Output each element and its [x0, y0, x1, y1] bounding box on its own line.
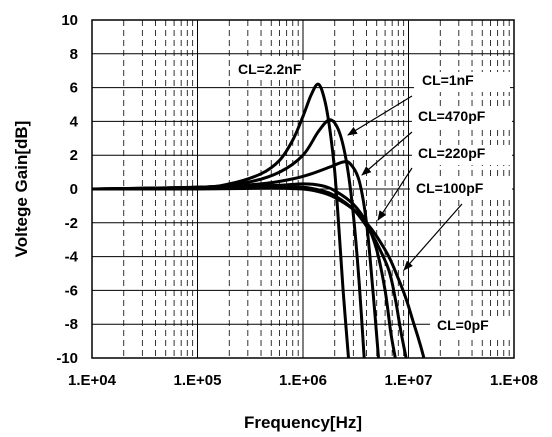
y-tick-label: 10 [61, 12, 78, 29]
x-tick-label: 1.E+07 [385, 372, 433, 389]
x-tick-label: 1.E+08 [490, 372, 538, 389]
y-tick-label: 6 [70, 80, 78, 97]
leader-arrow [403, 203, 463, 271]
x-axis-title: Frequency[Hz] [244, 413, 362, 432]
series-line-cl-0pf [92, 186, 426, 358]
series-label-cl-2-2nf: CL=2.2nF [238, 61, 302, 77]
label-background [410, 180, 512, 200]
label-background [412, 145, 512, 165]
series-label-cl-220pf: CL=220pF [418, 145, 486, 161]
y-tick-label: 0 [70, 181, 78, 198]
y-tick-label: 4 [70, 113, 79, 130]
y-tick-label: -4 [65, 249, 79, 266]
x-tick-label: 1.E+06 [279, 372, 327, 389]
leader-arrow [347, 95, 413, 136]
y-tick-label: -10 [56, 350, 78, 367]
label-background [414, 72, 510, 92]
x-tick-label: 1.E+04 [68, 372, 117, 389]
label-background [234, 60, 334, 80]
y-axis-title: Voltege Gain[dB] [12, 121, 31, 258]
annotations: CL=2.2nF CL=1nF CL=470pF CL=220pF CL=100pF CL… [234, 60, 516, 336]
y-tick-label: -8 [65, 316, 78, 333]
gain-curves [92, 82, 426, 358]
series-label-cl-0pf: CL=0pF [437, 317, 489, 333]
series-line-cl-2-2nf [92, 82, 350, 358]
tick-labels: 1.E+04 1.E+05 1.E+06 1.E+07 1.E+08 10 8 6 4 2 0 -2 -… [56, 12, 538, 389]
y-tick-label: 8 [70, 46, 78, 63]
y-tick-label: -6 [65, 282, 78, 299]
y-tick-label: 2 [70, 147, 78, 164]
series-label-cl-470pf: CL=470pF [418, 108, 486, 124]
x-tick-label: 1.E+05 [174, 372, 222, 389]
leader-arrow [377, 167, 413, 221]
series-label-cl-100pf: CL=100pF [416, 180, 484, 196]
series-label-cl-1nf: CL=1nF [422, 72, 474, 88]
label-background [430, 316, 516, 336]
label-background [412, 108, 512, 128]
plot-frame [91, 19, 515, 359]
grid [92, 20, 514, 358]
leader-arrow [361, 131, 413, 176]
series-line-cl-220pf [92, 182, 397, 358]
y-tick-label: -2 [65, 215, 78, 232]
